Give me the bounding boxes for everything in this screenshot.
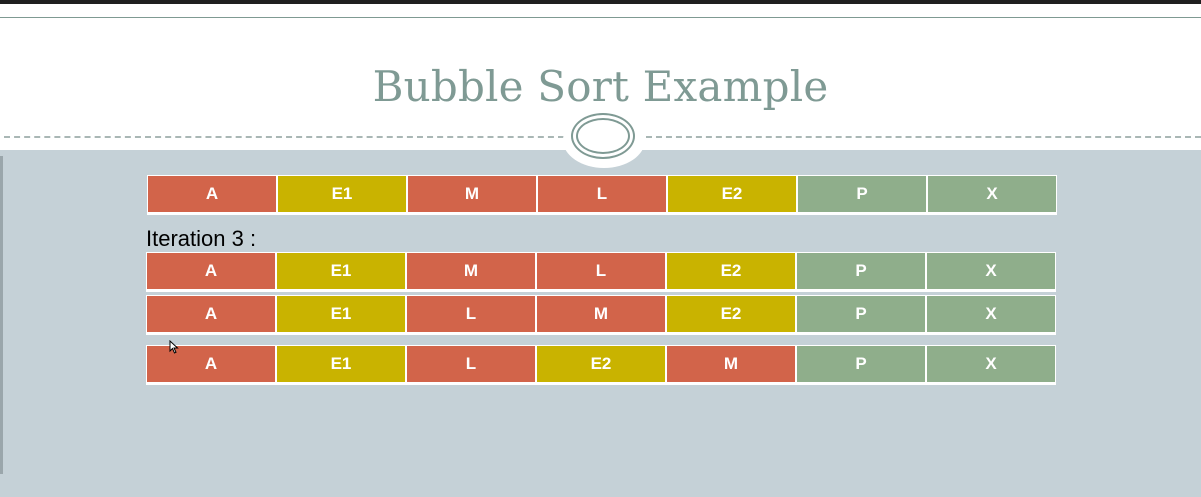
array-cell: M <box>667 346 795 382</box>
array-cell: M <box>408 176 536 212</box>
array-cell: A <box>147 296 275 332</box>
array-cell: P <box>798 176 926 212</box>
slide-title: Bubble Sort Example <box>372 62 829 111</box>
array-cell: P <box>797 346 925 382</box>
array-cell: P <box>797 253 925 289</box>
array-cell: L <box>407 346 535 382</box>
divider-ornament-inner-icon <box>576 118 630 154</box>
array-cell: X <box>928 176 1056 212</box>
array-cell: A <box>147 346 275 382</box>
array-cell: E2 <box>667 253 795 289</box>
array-row: A E1 M L E2 P X <box>147 175 1057 215</box>
array-cell: L <box>407 296 535 332</box>
array-cell: E2 <box>667 296 795 332</box>
array-cell: E2 <box>668 176 796 212</box>
array-row: A E1 M L E2 P X <box>146 252 1056 292</box>
left-edge-strip <box>0 156 3 474</box>
array-cell: E1 <box>277 253 405 289</box>
array-cell: X <box>927 296 1055 332</box>
array-row: A E1 L M E2 P X <box>146 295 1056 335</box>
array-cell: X <box>927 253 1055 289</box>
array-cell: E1 <box>277 346 405 382</box>
top-border <box>0 0 1201 4</box>
array-row: A E1 L E2 M P X <box>146 345 1056 385</box>
array-cell: L <box>537 253 665 289</box>
array-cell: L <box>538 176 666 212</box>
top-rule <box>0 17 1201 18</box>
array-cell: E1 <box>277 296 405 332</box>
array-cell: M <box>407 253 535 289</box>
array-cell: E2 <box>537 346 665 382</box>
title-divider-right <box>646 136 1201 138</box>
array-cell: A <box>147 253 275 289</box>
mouse-pointer-icon <box>169 340 179 354</box>
iteration-label: Iteration 3 : <box>146 226 257 251</box>
array-cell: A <box>148 176 276 212</box>
array-cell: P <box>797 296 925 332</box>
array-cell: E1 <box>278 176 406 212</box>
title-divider-left <box>4 136 564 138</box>
array-cell: X <box>927 346 1055 382</box>
array-cell: M <box>537 296 665 332</box>
